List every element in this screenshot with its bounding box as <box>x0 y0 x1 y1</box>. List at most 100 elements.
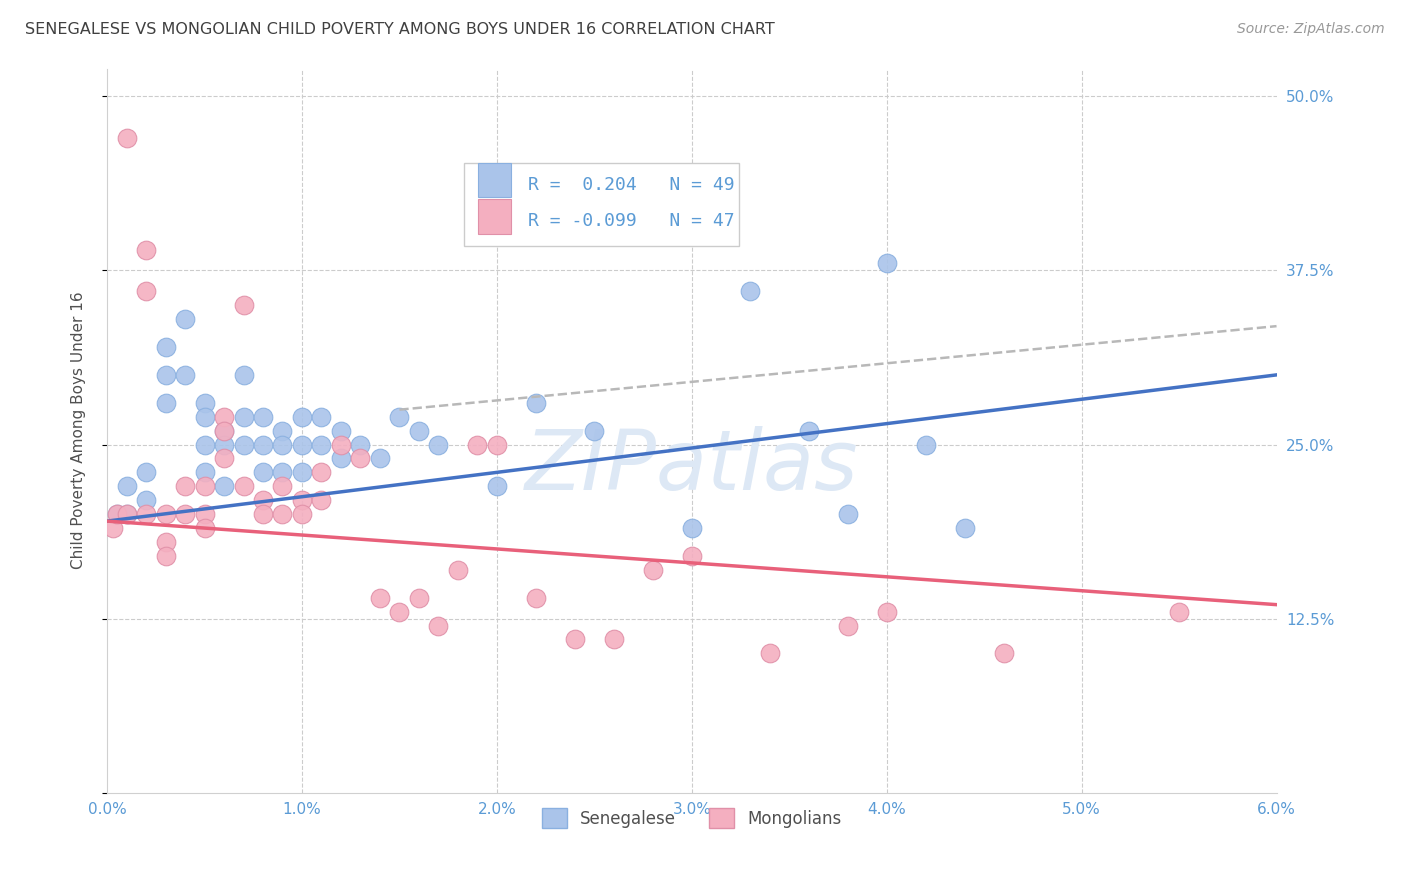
Point <box>193 466 215 480</box>
Point <box>135 243 157 257</box>
Point <box>193 521 215 535</box>
Text: R = -0.099   N = 47: R = -0.099 N = 47 <box>529 212 735 230</box>
Point <box>311 466 333 480</box>
Point <box>252 409 274 424</box>
FancyBboxPatch shape <box>464 162 738 246</box>
Point <box>291 493 314 508</box>
Point <box>681 549 703 563</box>
Point <box>758 647 780 661</box>
Point <box>837 507 859 521</box>
Point <box>115 507 138 521</box>
Point <box>485 479 508 493</box>
Point <box>388 409 411 424</box>
Point <box>232 479 254 493</box>
Point <box>174 507 197 521</box>
Point <box>212 424 235 438</box>
Point <box>212 437 235 451</box>
Point <box>330 451 353 466</box>
Legend: Senegalese, Mongolians: Senegalese, Mongolians <box>536 801 849 835</box>
Point <box>447 563 470 577</box>
Point <box>232 368 254 382</box>
Point <box>291 466 314 480</box>
Point <box>212 451 235 466</box>
Point <box>797 424 820 438</box>
Point <box>681 521 703 535</box>
Point <box>252 437 274 451</box>
Point <box>291 507 314 521</box>
Point <box>271 424 294 438</box>
Text: R =  0.204   N = 49: R = 0.204 N = 49 <box>529 176 735 194</box>
FancyBboxPatch shape <box>478 199 510 234</box>
Point <box>232 437 254 451</box>
Point <box>524 591 547 605</box>
Point <box>408 591 430 605</box>
Point <box>232 298 254 312</box>
Point <box>252 507 274 521</box>
Point <box>953 521 976 535</box>
Point <box>155 340 177 354</box>
Point <box>427 437 450 451</box>
Point <box>193 437 215 451</box>
Point <box>291 409 314 424</box>
Point <box>311 409 333 424</box>
Point <box>155 507 177 521</box>
Point <box>583 424 606 438</box>
Point <box>252 466 274 480</box>
Point <box>641 563 664 577</box>
Point <box>388 605 411 619</box>
Point <box>174 312 197 326</box>
Point <box>876 256 898 270</box>
Point <box>368 451 391 466</box>
Point <box>135 493 157 508</box>
Point <box>135 507 157 521</box>
Point <box>155 549 177 563</box>
Point <box>427 618 450 632</box>
Point <box>155 535 177 549</box>
Point <box>193 479 215 493</box>
Point <box>740 285 762 299</box>
Point <box>135 466 157 480</box>
Point <box>993 647 1015 661</box>
Point <box>212 409 235 424</box>
Point <box>1168 605 1191 619</box>
Text: ZIPatlas: ZIPatlas <box>524 426 859 508</box>
Point <box>291 437 314 451</box>
Point <box>174 479 197 493</box>
Point <box>101 521 124 535</box>
Point <box>271 466 294 480</box>
Point <box>368 591 391 605</box>
Point <box>349 451 371 466</box>
Point <box>105 507 128 521</box>
Point <box>212 424 235 438</box>
Text: SENEGALESE VS MONGOLIAN CHILD POVERTY AMONG BOYS UNDER 16 CORRELATION CHART: SENEGALESE VS MONGOLIAN CHILD POVERTY AM… <box>25 22 775 37</box>
Point <box>271 437 294 451</box>
Point <box>621 173 644 187</box>
Point <box>876 605 898 619</box>
Point <box>349 437 371 451</box>
Point <box>467 437 489 451</box>
Point <box>524 395 547 409</box>
Point <box>330 424 353 438</box>
Point <box>837 618 859 632</box>
Point <box>271 507 294 521</box>
Point <box>115 479 138 493</box>
Point <box>212 479 235 493</box>
Point <box>252 493 274 508</box>
Point <box>311 493 333 508</box>
Point <box>115 131 138 145</box>
Y-axis label: Child Poverty Among Boys Under 16: Child Poverty Among Boys Under 16 <box>72 292 86 569</box>
Point <box>914 437 936 451</box>
Point <box>564 632 586 647</box>
Point <box>155 395 177 409</box>
Point <box>408 424 430 438</box>
Point <box>193 409 215 424</box>
Point <box>174 368 197 382</box>
Point <box>330 437 353 451</box>
Point <box>193 507 215 521</box>
Point <box>105 507 128 521</box>
Point <box>155 368 177 382</box>
Point <box>311 437 333 451</box>
Text: Source: ZipAtlas.com: Source: ZipAtlas.com <box>1237 22 1385 37</box>
Point <box>271 479 294 493</box>
Point <box>232 409 254 424</box>
